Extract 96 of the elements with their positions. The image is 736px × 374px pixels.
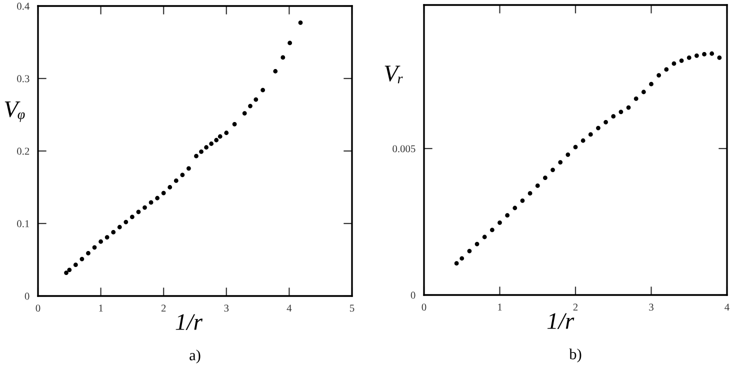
point <box>520 198 525 203</box>
point <box>702 52 706 56</box>
x-tick-label: 3 <box>649 304 654 311</box>
point <box>634 96 638 101</box>
x-tick-label: 1 <box>498 304 502 311</box>
point <box>588 132 593 137</box>
x-tick-label: 2 <box>161 304 166 312</box>
y-tick-label: 0 <box>24 292 30 300</box>
point <box>611 114 616 119</box>
point <box>641 90 646 94</box>
y-tick-label: 0.1 <box>17 220 30 228</box>
y-tick-label: 0.005 <box>392 145 416 152</box>
point <box>86 251 90 256</box>
x-tick-label: 0 <box>422 304 426 311</box>
x-axis-title: 1/r <box>176 314 203 330</box>
point <box>67 268 72 272</box>
point <box>260 88 266 92</box>
point <box>280 55 286 60</box>
point <box>224 130 229 136</box>
point <box>543 176 548 180</box>
point <box>288 40 292 46</box>
point <box>142 205 147 210</box>
point <box>535 184 540 188</box>
point <box>474 242 480 246</box>
y-tick-label: 0.4 <box>17 2 30 10</box>
point <box>242 111 247 116</box>
point <box>111 230 116 234</box>
point <box>512 206 518 210</box>
point <box>596 126 600 130</box>
point <box>467 248 472 254</box>
point <box>298 20 303 25</box>
point <box>686 56 692 60</box>
point <box>218 134 222 139</box>
x-tick-label: 2 <box>573 304 578 311</box>
point <box>199 150 204 154</box>
point <box>130 214 134 220</box>
point <box>148 200 154 205</box>
point <box>460 256 464 261</box>
x-tick-label: 4 <box>286 304 292 312</box>
point <box>580 138 586 143</box>
point <box>98 239 103 244</box>
x-tick-label: 4 <box>724 304 730 311</box>
text: a) <box>190 350 200 364</box>
x-tick-label: 0 <box>36 304 40 312</box>
point <box>80 256 84 262</box>
point <box>209 142 214 146</box>
point <box>498 220 502 225</box>
point <box>254 97 258 102</box>
point <box>117 224 122 230</box>
x-tick-label: 1 <box>99 304 103 312</box>
point <box>273 69 278 74</box>
y-axis-title: Vᵩ <box>4 101 25 122</box>
point <box>161 190 166 196</box>
point <box>618 110 624 114</box>
x-tick-label: 5 <box>350 304 354 312</box>
point <box>155 196 160 200</box>
x-axis-title: 1/r <box>547 313 574 330</box>
point <box>214 138 219 142</box>
point <box>558 160 563 164</box>
point <box>649 82 654 86</box>
x-tick-label: 3 <box>224 304 229 312</box>
point <box>528 191 532 196</box>
point <box>136 210 141 214</box>
y-tick-label: 0.3 <box>17 75 30 82</box>
point <box>248 104 252 108</box>
point <box>168 185 172 190</box>
text: b) <box>569 348 582 362</box>
point <box>194 154 198 158</box>
point <box>92 245 97 250</box>
y-tick-label: 0.2 <box>17 148 30 155</box>
point <box>566 152 570 157</box>
point <box>679 58 684 63</box>
point <box>573 144 578 150</box>
point <box>664 67 669 72</box>
point <box>174 178 178 183</box>
point <box>482 234 487 240</box>
point <box>204 145 208 150</box>
point <box>180 172 185 178</box>
point <box>626 105 631 110</box>
point <box>717 56 722 60</box>
point <box>710 51 714 56</box>
point <box>186 166 191 171</box>
point <box>505 213 510 218</box>
point <box>656 73 662 78</box>
point <box>454 261 459 266</box>
point <box>73 262 78 268</box>
point <box>104 235 110 240</box>
y-axis-title: Vᵣ <box>384 66 403 84</box>
point <box>64 270 68 275</box>
point <box>604 120 608 124</box>
point <box>490 228 494 232</box>
point <box>124 220 128 224</box>
point <box>550 168 555 172</box>
point <box>672 61 676 66</box>
point <box>694 53 699 58</box>
point <box>232 122 237 126</box>
